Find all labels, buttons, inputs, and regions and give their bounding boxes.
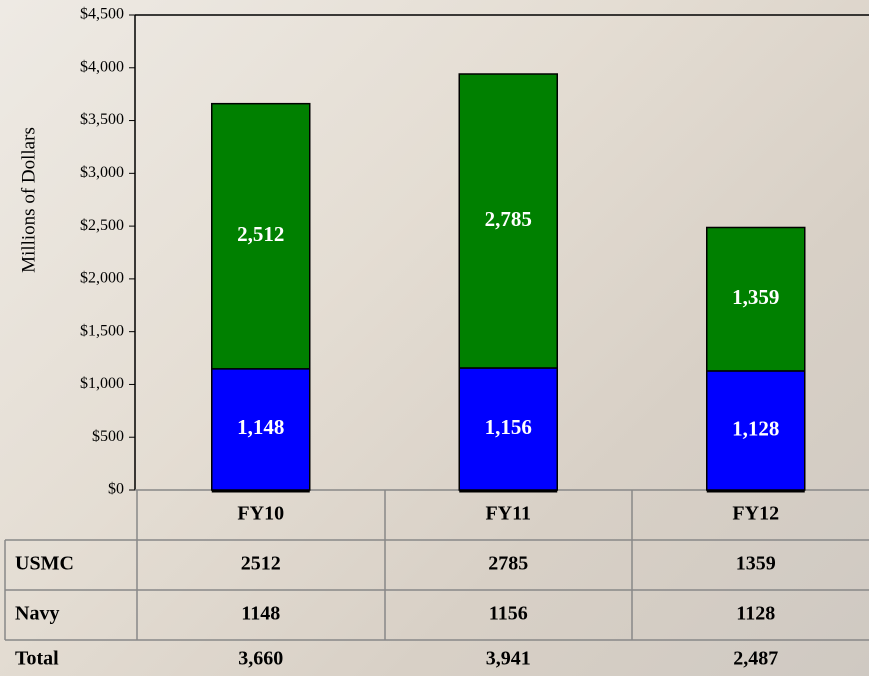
bar-segment [458, 73, 558, 369]
bar-segment [211, 102, 311, 370]
column-header: FY10 [237, 503, 284, 525]
total-cell: 3,660 [238, 648, 283, 670]
table-cell: 1128 [736, 603, 775, 625]
column-header: FY11 [485, 503, 531, 525]
y-axis-label: Millions of Dollars [18, 127, 39, 273]
bar-segment [706, 226, 806, 372]
y-tick-label: $4,500 [80, 6, 124, 23]
bar-segment [706, 370, 806, 491]
y-tick-label: $0 [108, 481, 124, 498]
y-tick-label: $1,000 [80, 375, 124, 392]
table-cell: 1148 [241, 603, 280, 625]
y-tick-label: $3,500 [80, 111, 124, 128]
data-label: 2,785 [485, 207, 532, 231]
y-tick-label: $2,500 [80, 217, 124, 234]
total-cell: 2,487 [733, 648, 778, 670]
data-label: 2,512 [237, 222, 284, 246]
y-tick-label: $2,000 [80, 270, 124, 287]
total-cell: 3,941 [486, 648, 531, 670]
total-label: Total [15, 648, 59, 670]
y-tick-label: $3,000 [80, 164, 124, 181]
row-label: Navy [15, 603, 59, 625]
table-cell: 2512 [241, 553, 281, 575]
bar-segment [211, 368, 311, 491]
table-cell: 2785 [488, 553, 528, 575]
data-label: 1,156 [485, 415, 532, 439]
table-cell: 1359 [736, 553, 776, 575]
row-label: USMC [15, 553, 74, 575]
y-tick-label: $4,000 [80, 58, 124, 75]
table-cell: 1156 [489, 603, 528, 625]
column-header: FY12 [732, 503, 779, 525]
y-tick-label: $1,500 [80, 322, 124, 339]
data-label: 1,359 [732, 285, 779, 309]
data-label: 1,128 [732, 416, 779, 440]
y-tick-label: $500 [92, 428, 124, 445]
data-label: 1,148 [237, 415, 284, 439]
